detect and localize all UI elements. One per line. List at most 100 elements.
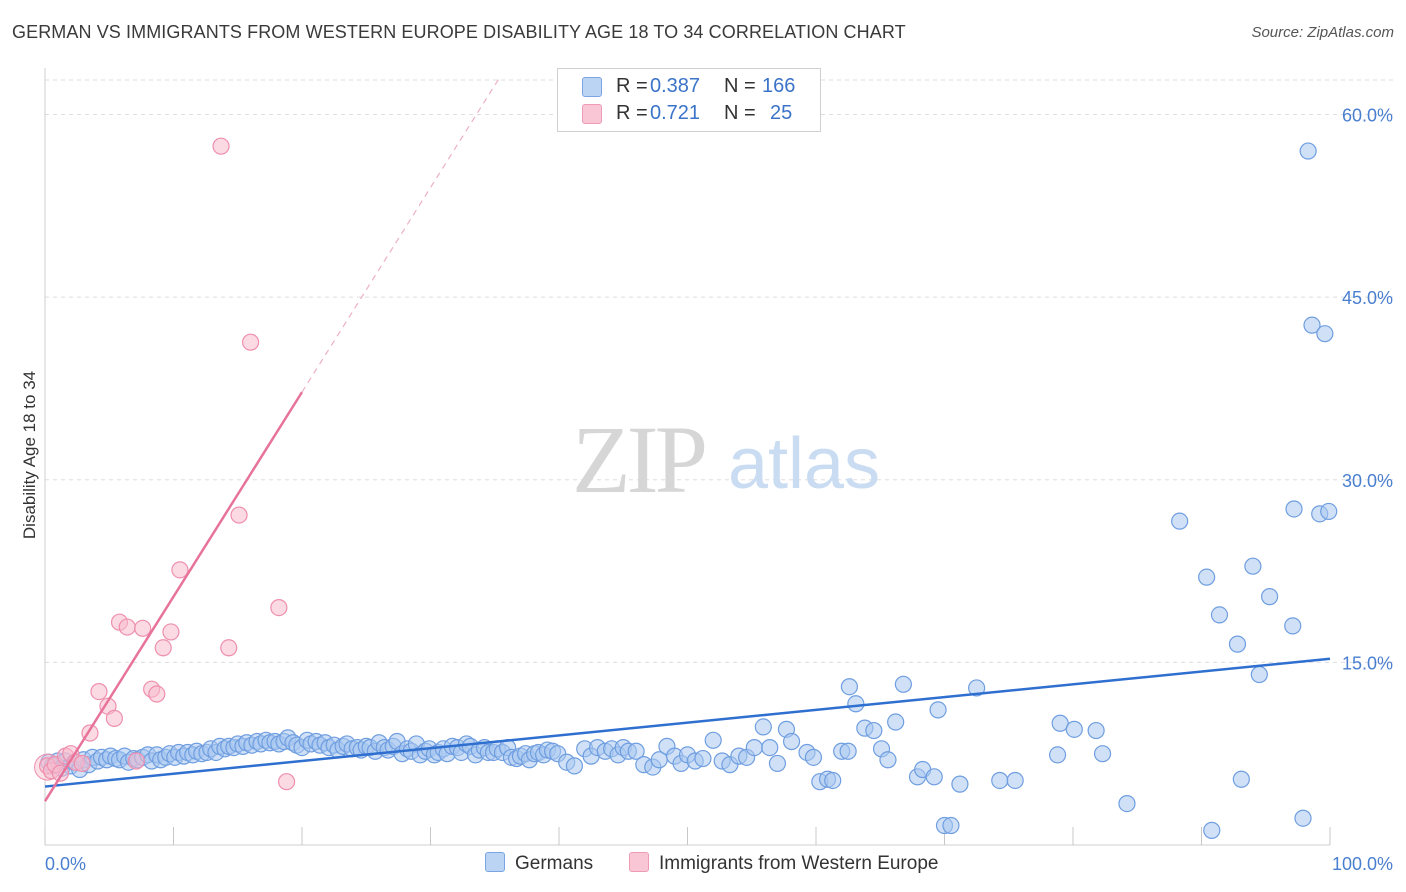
immigrant-point: [118, 618, 136, 636]
immigrant-point: [127, 752, 145, 770]
german-point: [694, 749, 712, 768]
german-point: [865, 721, 883, 740]
germans-trend-line: [44, 657, 1331, 788]
german-point: [1320, 502, 1338, 521]
german-point: [1051, 714, 1069, 732]
german-point: [565, 757, 584, 775]
german-point: [1228, 635, 1247, 653]
r-value: 0.387: [650, 75, 701, 97]
german-point: [1284, 617, 1302, 635]
german-point: [1232, 770, 1250, 788]
immigrants-trend-extension: [301, 77, 500, 393]
y-tick-label: 30.0%: [1342, 471, 1393, 491]
watermark: ZIP atlas: [572, 406, 880, 513]
grid: [45, 79, 1395, 663]
german-point: [968, 679, 986, 697]
n-value: 166: [762, 75, 796, 97]
german-point: [887, 713, 905, 731]
immigrants-points: [34, 137, 296, 791]
immigrant-point: [270, 598, 288, 617]
german-point: [1285, 500, 1303, 518]
german-point: [942, 816, 960, 835]
german-point: [894, 675, 912, 693]
x-tick-label: 100.0%: [1332, 854, 1393, 874]
german-point: [839, 742, 857, 760]
immigrant-point: [73, 754, 91, 773]
immigrant-point: [220, 639, 238, 657]
germans-swatch: [582, 77, 602, 97]
german-point: [627, 742, 645, 760]
immigrant-point: [277, 773, 296, 791]
immigrant-point: [154, 639, 172, 657]
trend-lines: [43, 77, 1331, 802]
german-point: [1006, 771, 1024, 790]
x-tick-label: 0.0%: [45, 854, 86, 874]
watermark-zip: ZIP: [572, 406, 705, 513]
axes: [44, 68, 1331, 846]
watermark-atlas: atlas: [728, 424, 880, 504]
german-point: [1093, 745, 1112, 763]
german-point: [879, 751, 897, 769]
immigrants-swatch: [582, 104, 602, 124]
immigrant-point: [171, 561, 189, 579]
german-point: [1210, 606, 1229, 624]
y-axis-label: Disability Age 18 to 34: [20, 370, 39, 540]
german-point: [824, 771, 842, 790]
german-point: [991, 771, 1009, 790]
y-tick-label: 60.0%: [1342, 106, 1393, 126]
german-point: [1065, 720, 1083, 738]
n-label: N =: [724, 75, 756, 97]
immigrant-point: [212, 137, 230, 155]
german-point: [840, 678, 859, 696]
german-point: [951, 775, 969, 793]
german-point: [1316, 325, 1334, 343]
n-label: N =: [724, 102, 756, 124]
german-point: [804, 748, 823, 766]
r-value: 0.721: [650, 102, 701, 124]
german-point: [1118, 795, 1136, 813]
german-point: [745, 739, 763, 757]
german-point: [1048, 746, 1067, 764]
german-point: [704, 731, 722, 749]
immigrants-swatch: [629, 852, 649, 872]
r-label: R =: [616, 102, 648, 124]
germans-swatch: [485, 852, 505, 872]
immigrant-point: [90, 682, 108, 701]
german-point: [1087, 721, 1105, 740]
tick-labels: 15.0% 30.0% 45.0% 60.0% 0.0% 100.0%: [45, 106, 1393, 874]
immigrant-point: [230, 506, 248, 524]
german-point: [1203, 821, 1221, 839]
legend-label: Immigrants from Western Europe: [659, 853, 939, 874]
german-point: [1299, 142, 1317, 160]
german-point: [1244, 557, 1262, 575]
immigrant-point: [148, 685, 166, 703]
legend-item-immigrants[interactable]: Immigrants from Western Europe: [629, 852, 938, 876]
legend-item-germans[interactable]: Germans: [485, 852, 593, 876]
legend-label: Germans: [515, 853, 594, 874]
y-tick-label: 15.0%: [1342, 653, 1393, 673]
immigrant-point: [105, 709, 123, 727]
y-tick-label: 45.0%: [1342, 288, 1393, 308]
german-point: [1261, 588, 1279, 606]
immigrants-trend-line: [43, 391, 304, 802]
german-point: [1294, 809, 1312, 827]
german-point: [1250, 665, 1268, 684]
german-point: [929, 701, 947, 719]
n-value: 25: [770, 102, 793, 124]
immigrant-point: [162, 623, 180, 641]
german-point: [768, 754, 787, 773]
r-label: R =: [616, 75, 648, 97]
german-point: [925, 768, 943, 786]
german-point: [1303, 316, 1321, 334]
german-point: [1171, 512, 1189, 530]
immigrant-point: [134, 619, 152, 637]
immigrant-point: [242, 333, 260, 351]
correlation-legend: R = 0.387 N = 166 R = 0.721 N = 25: [557, 68, 821, 132]
german-point: [1198, 568, 1216, 586]
chart-title: GERMAN VS IMMIGRANTS FROM WESTERN EUROPE…: [12, 22, 906, 42]
german-point: [782, 732, 801, 751]
german-point: [754, 718, 772, 736]
german-point: [847, 695, 865, 713]
source-label: Source: ZipAtlas.com: [1251, 24, 1394, 41]
